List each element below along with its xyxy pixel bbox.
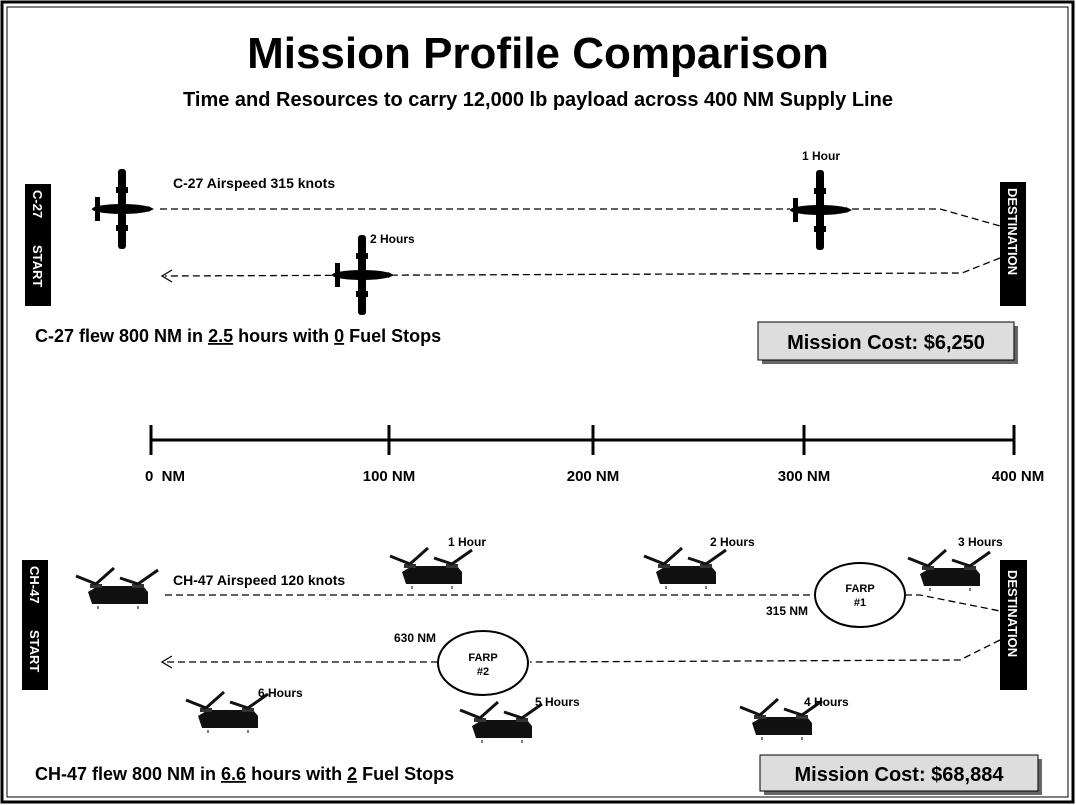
farp-label: FARP	[845, 583, 874, 595]
hour-label: 4 Hours	[804, 695, 849, 709]
helicopter-icon	[906, 548, 992, 593]
scale-label: 100 NM	[363, 468, 416, 485]
scale-label: 300 NM	[778, 468, 831, 485]
destination-label: DESTINATION	[1005, 188, 1020, 275]
cost-box	[759, 754, 1039, 792]
cost-label: Mission Cost: $6,250	[787, 332, 985, 354]
start-label: CH-47	[27, 566, 42, 604]
scale-ticks	[149, 425, 1016, 455]
farp-circle	[437, 630, 529, 696]
destination-box	[1000, 560, 1027, 690]
farp-number: #1	[854, 597, 866, 609]
farp-distance: 315 NM	[766, 604, 808, 618]
hour-label: 2 Hours	[710, 535, 755, 549]
summary-part: CH-47 flew 800 NM in	[35, 764, 221, 784]
scale-label: 0 NM	[145, 468, 185, 485]
summary-part: hours with	[233, 326, 334, 346]
route-line	[164, 257, 1001, 277]
summary-part: C-27 flew 800 NM in	[35, 326, 208, 346]
start-label: START	[30, 245, 45, 287]
helicopter-icon	[642, 546, 728, 591]
title: Mission Profile Comparison	[247, 29, 829, 78]
summary-part: Fuel Stops	[344, 326, 441, 346]
farp-label: FARP	[468, 652, 497, 664]
summary-part: hours with	[246, 764, 347, 784]
frame-inner	[6, 6, 1069, 798]
helicopter-icon	[74, 566, 160, 611]
summary: CH-47 flew 800 NM in 6.6 hours with 2 Fu…	[35, 764, 454, 784]
plane-icon	[790, 170, 852, 250]
hour-label: 3 Hours	[958, 535, 1003, 549]
hour-label: 5 Hours	[535, 695, 580, 709]
start-box	[25, 184, 51, 306]
hour-label: 2 Hours	[370, 232, 415, 246]
airspeed-label: CH-47 Airspeed 120 knots	[173, 572, 345, 588]
route-line	[852, 208, 1001, 227]
helicopter-icon	[458, 700, 544, 745]
hour-label: 1 Hour	[448, 535, 486, 549]
farp-number: #2	[477, 666, 489, 678]
plane-icon	[92, 169, 154, 249]
route-line	[529, 639, 1001, 663]
destination-box	[1000, 182, 1026, 306]
summary-hours: 6.6	[221, 764, 246, 784]
helicopter-icon	[388, 546, 474, 591]
route-line	[905, 594, 1001, 612]
hour-label: 6 Hours	[258, 686, 303, 700]
cost-label: Mission Cost: $68,884	[795, 764, 1005, 786]
helicopter-icon	[184, 690, 270, 735]
summary-stops: 0	[334, 326, 344, 346]
farp-circle	[814, 562, 906, 628]
start-label: START	[27, 630, 42, 672]
arrow-head	[160, 655, 173, 669]
hour-label: 1 Hour	[802, 149, 840, 163]
start-box	[22, 560, 48, 690]
cost-box	[757, 321, 1015, 361]
destination-label: DESTINATION	[1005, 570, 1020, 657]
farp-distance: 630 NM	[394, 631, 436, 645]
summary-stops: 2	[347, 764, 357, 784]
summary-hours: 2.5	[208, 326, 233, 346]
summary: C-27 flew 800 NM in 2.5 hours with 0 Fue…	[35, 326, 441, 346]
scale-label: 200 NM	[567, 468, 620, 485]
arrow-head	[160, 269, 173, 283]
plane-icon	[332, 235, 394, 315]
start-label: C-27	[30, 190, 45, 218]
scale-label: 400 NM	[992, 468, 1045, 485]
summary-part: Fuel Stops	[357, 764, 454, 784]
airspeed-label: C-27 Airspeed 315 knots	[173, 175, 335, 191]
subtitle: Time and Resources to carry 12,000 lb pa…	[183, 89, 893, 111]
